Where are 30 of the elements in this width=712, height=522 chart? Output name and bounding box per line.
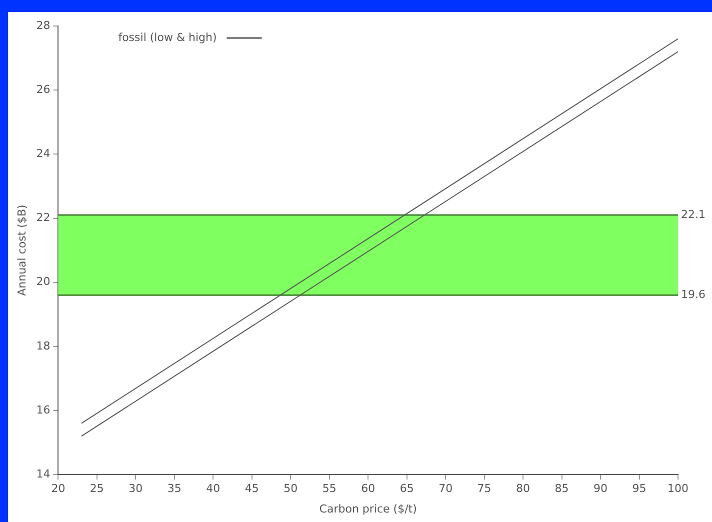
y-tick-label: 14 <box>36 467 50 480</box>
y-tick-label: 28 <box>36 18 50 32</box>
x-tick-label: 95 <box>632 482 646 496</box>
y-tick-label: 18 <box>36 339 50 352</box>
x-tick-label: 100 <box>668 482 688 496</box>
x-tick-label: 65 <box>400 482 414 496</box>
x-tick-label: 85 <box>554 482 569 496</box>
x-tick-label: 35 <box>167 482 182 496</box>
x-tick-label: 45 <box>244 482 259 496</box>
ref-line-label: 22.1 <box>681 208 706 221</box>
x-tick-label: 30 <box>128 482 143 496</box>
x-tick-label: 75 <box>477 482 492 496</box>
x-tick-label: 70 <box>438 482 453 496</box>
y-tick-label: 24 <box>36 147 50 160</box>
y-tick-label: 26 <box>36 82 50 96</box>
x-tick-label: 90 <box>594 482 608 496</box>
x-tick-label: 25 <box>90 482 104 496</box>
y-tick-label: 16 <box>36 403 50 416</box>
x-axis-title: Carbon price ($/t) <box>319 502 417 516</box>
y-tick-label: 22 <box>36 211 50 224</box>
x-tick-label: 50 <box>284 482 298 496</box>
ref-line-label: 19.6 <box>681 288 706 302</box>
y-tick-label: 20 <box>36 275 50 288</box>
x-tick-label: 80 <box>516 482 530 496</box>
x-tick-label: 40 <box>206 482 220 496</box>
y-axis-title: Annual cost ($B) <box>15 204 28 296</box>
x-tick-label: 20 <box>51 482 66 496</box>
legend-label: fossil (low & high) <box>118 30 217 44</box>
x-tick-label: 55 <box>322 482 336 496</box>
x-tick-label: 60 <box>361 482 376 496</box>
